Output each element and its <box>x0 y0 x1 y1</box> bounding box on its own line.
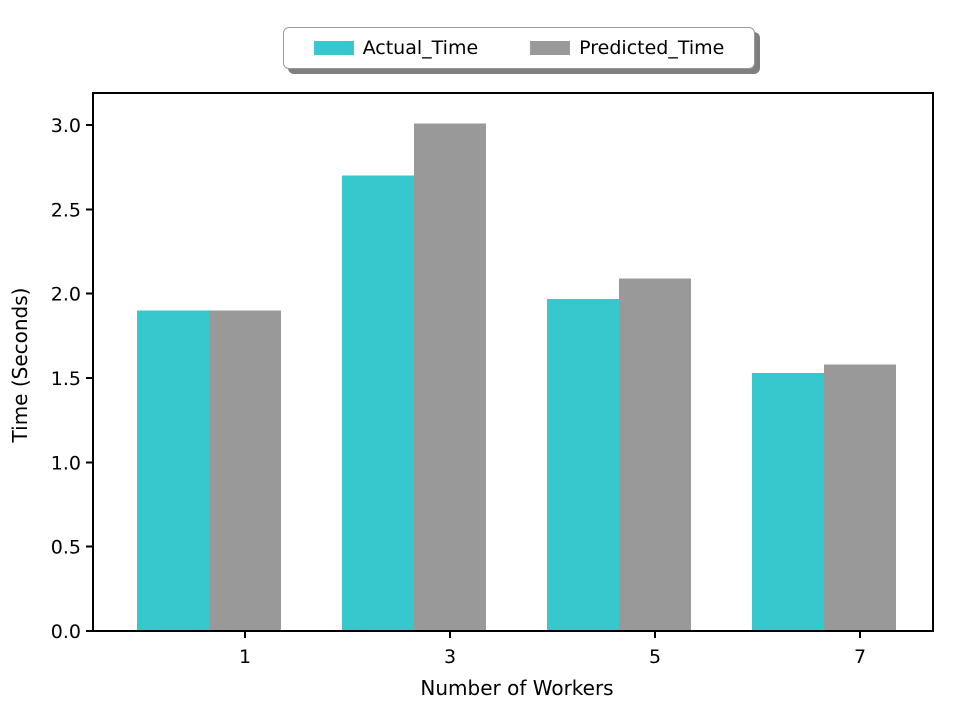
predicted-time-swatch <box>530 41 571 55</box>
legend-item-predicted-time: Predicted_Time <box>530 37 724 59</box>
x-tick-label: 3 <box>444 646 456 668</box>
y-tick-label: 0.0 <box>51 621 81 643</box>
legend-label-actual-time: Actual_Time <box>362 37 479 59</box>
legend-box: Actual_Time Predicted_Time <box>283 27 755 69</box>
bar-actual_time-7 <box>752 372 824 631</box>
plot-border <box>92 92 934 632</box>
bar-actual_time-5 <box>547 298 619 631</box>
y-axis-label: Time (Seconds) <box>8 288 32 444</box>
y-tick-label: 1.0 <box>51 452 81 474</box>
y-tick-label: 2.0 <box>51 284 81 306</box>
bar-predicted_time-5 <box>619 278 691 631</box>
legend-label-predicted-time: Predicted_Time <box>579 37 725 59</box>
x-axis-label: Number of Workers <box>420 676 613 700</box>
x-tick-label: 1 <box>239 646 251 668</box>
bar-predicted_time-3 <box>414 123 486 632</box>
actual-time-swatch <box>313 41 354 55</box>
bar-predicted_time-1 <box>209 310 281 631</box>
y-tick-label: 3.0 <box>51 115 81 137</box>
x-tick-label: 7 <box>854 646 866 668</box>
y-tick-label: 2.5 <box>51 199 81 221</box>
x-tick-label: 5 <box>649 646 661 668</box>
bar-actual_time-3 <box>342 175 414 631</box>
y-tick-label: 1.5 <box>51 368 81 390</box>
bar-predicted_time-7 <box>824 364 896 631</box>
legend-item-actual-time: Actual_Time <box>313 37 479 59</box>
y-tick-label: 0.5 <box>51 537 81 559</box>
bar-actual_time-1 <box>137 310 209 631</box>
